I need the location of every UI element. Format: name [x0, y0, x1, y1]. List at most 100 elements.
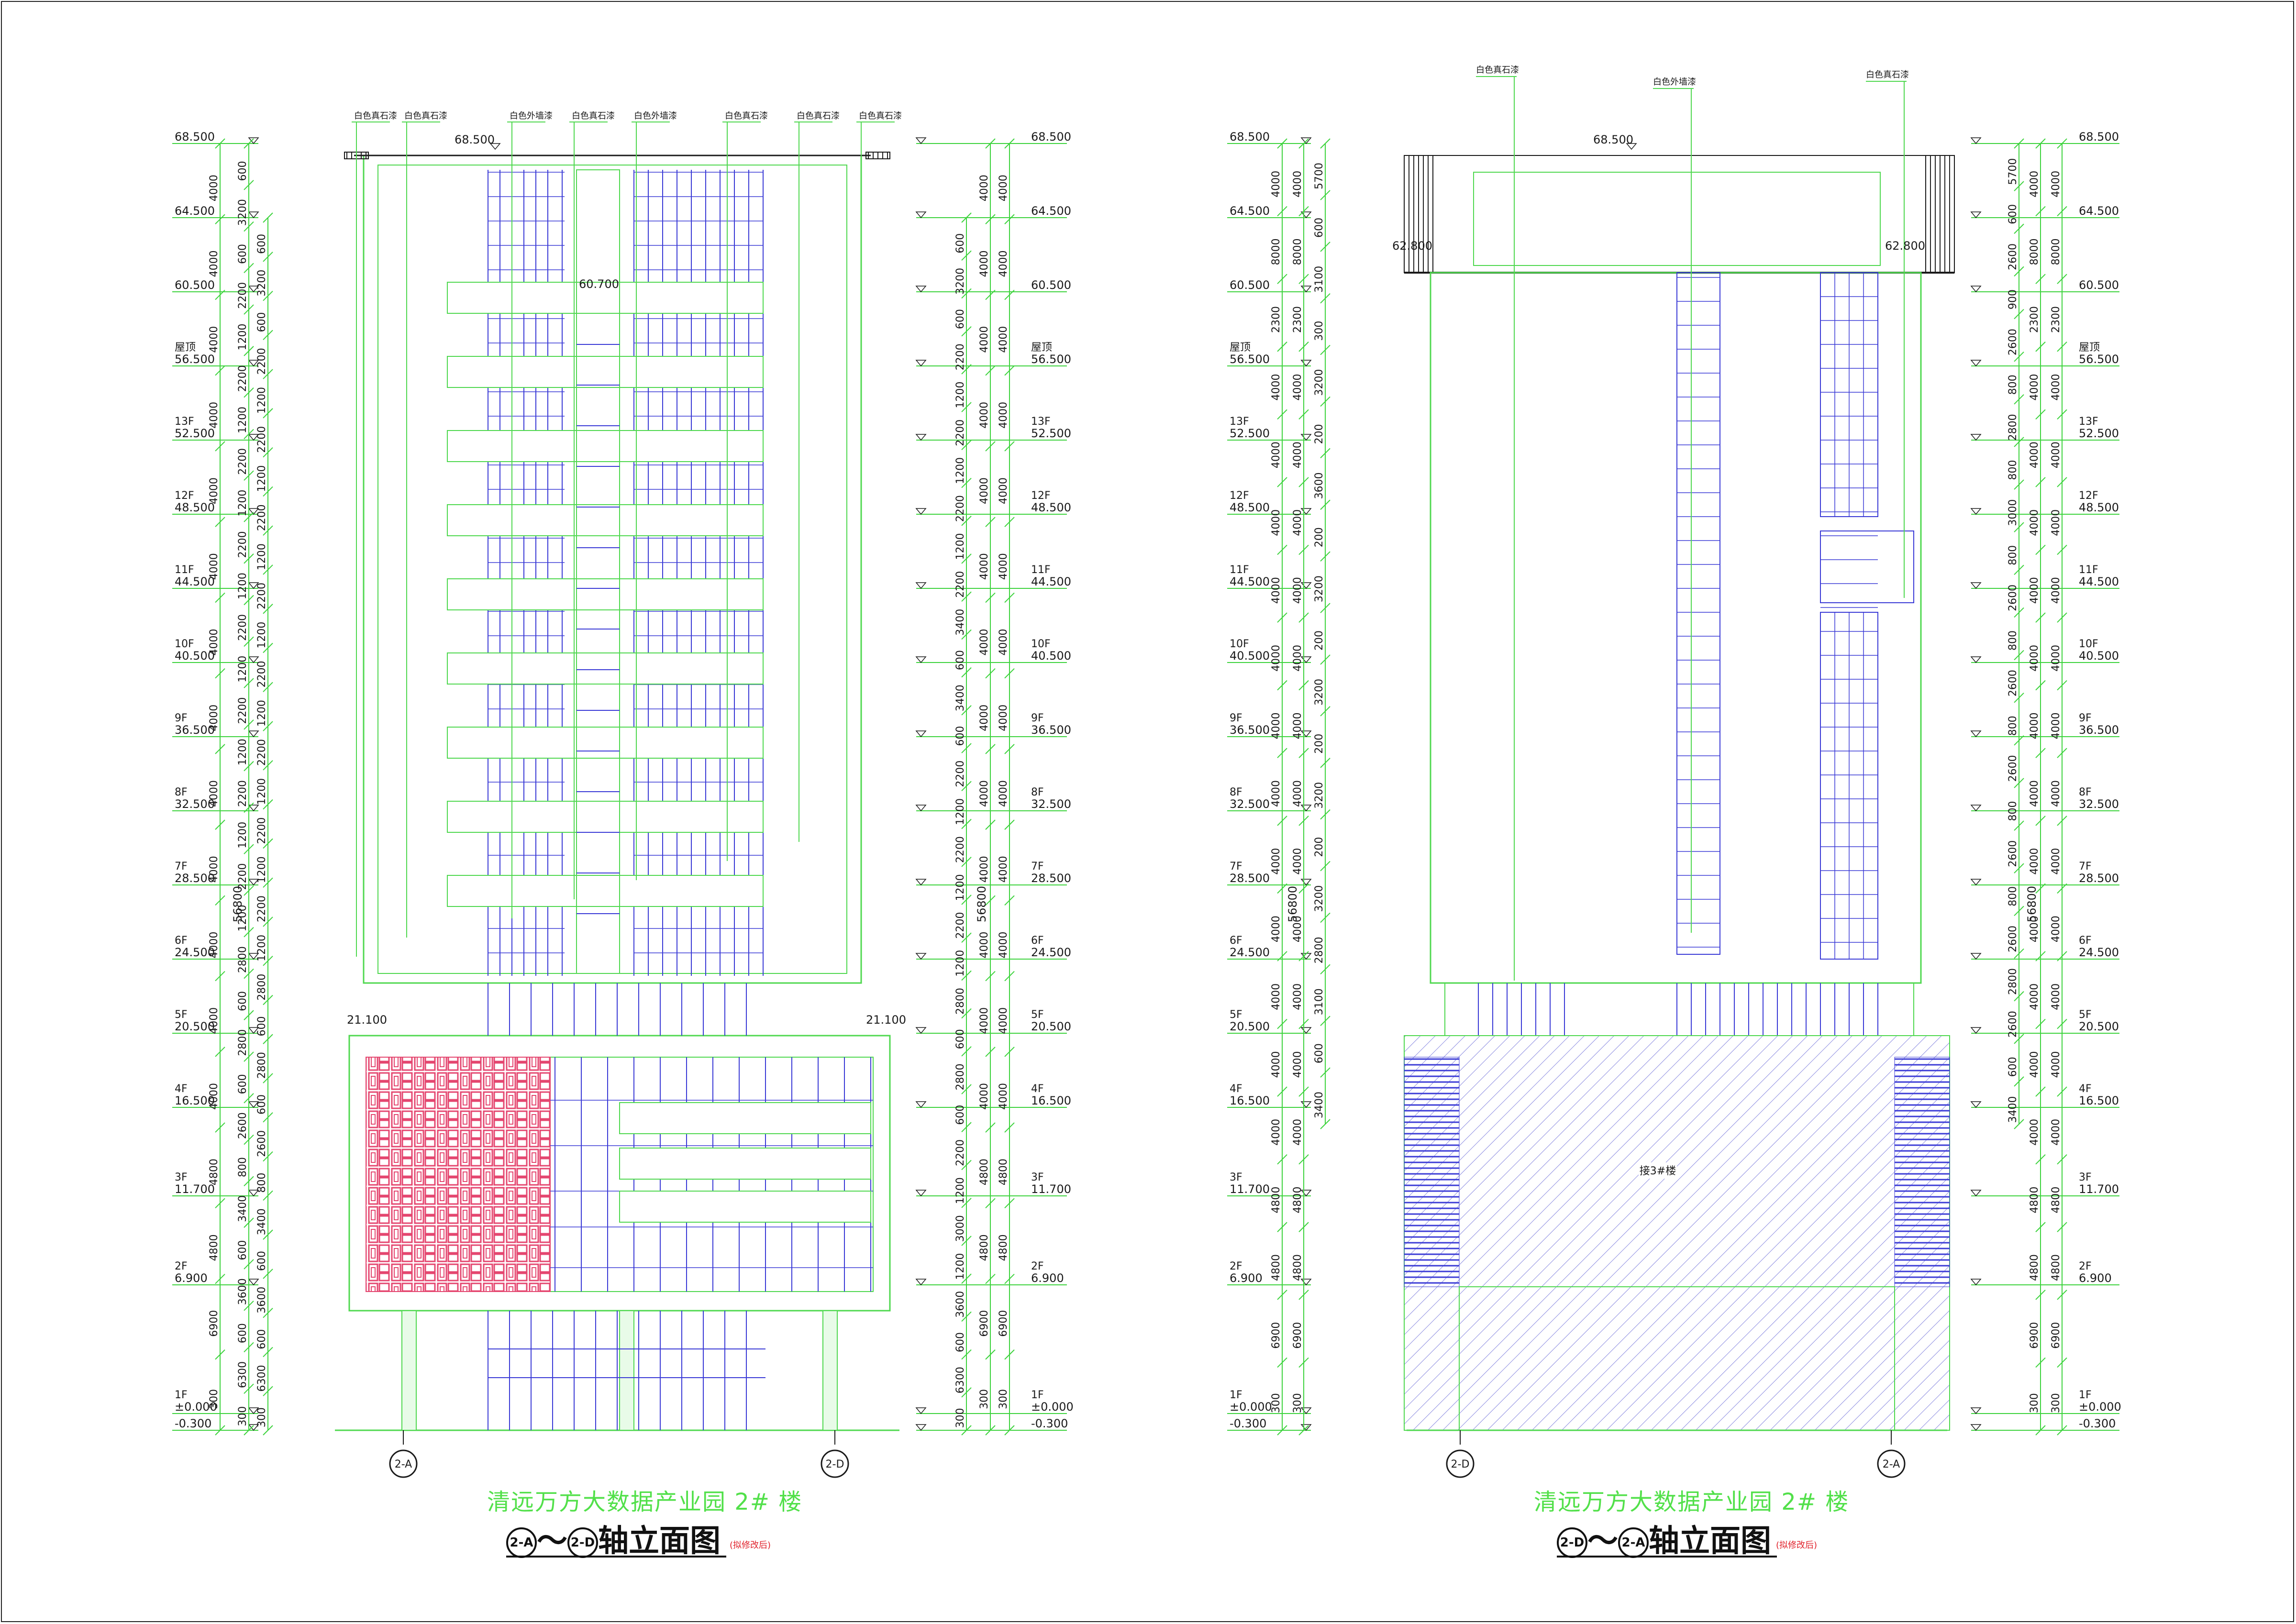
floor-name: 5F	[1031, 1009, 1044, 1021]
dimension-value: 800	[2007, 375, 2019, 395]
floor-name: 10F	[2079, 638, 2098, 650]
axis-label: 2-D	[826, 1458, 844, 1470]
dimension-value: 1200	[954, 798, 966, 825]
dimension-tick	[1320, 1016, 1331, 1026]
material-callout: 白色真石漆	[856, 111, 902, 823]
elevation-value: 20.500	[1230, 1020, 1270, 1033]
dimension-tick	[1320, 344, 1331, 355]
material-callout: 白色真石漆	[402, 111, 447, 938]
level-tag: 60.500	[915, 278, 1071, 293]
elevation-mark: 68.500	[455, 133, 495, 146]
dimension-tick	[215, 1122, 225, 1133]
dim-column-mid-left: 600 3200 600 2200 1200 2200 1200 2200 1200 2200 12…	[237, 138, 254, 1436]
elevation-value: 68.500	[2079, 130, 2119, 144]
dimension-tick	[1298, 680, 1309, 691]
dimension-tick	[244, 761, 254, 772]
elevation-mark: 62.800	[1392, 239, 1432, 253]
callout-text: 白色外墙漆	[634, 111, 677, 121]
dimension-tick	[1277, 206, 1287, 217]
axis-label: 2-D	[1451, 1458, 1470, 1470]
dimension-tick	[2057, 1425, 2067, 1436]
elevation-value: -0.300	[1031, 1417, 1068, 1430]
level-tag: 68.500	[1970, 130, 2119, 144]
floor-name: 11F	[1230, 564, 1249, 576]
dimension-tick	[244, 470, 254, 481]
dimension-value: 4800	[978, 1234, 990, 1261]
elevation-value: 36.500	[2079, 723, 2119, 737]
dimension-value: 800	[2007, 545, 2019, 565]
dimension-value: 4000	[998, 705, 1009, 731]
elevation-value: ±0.000	[2079, 1400, 2121, 1414]
left-note: (拟修改后)	[730, 1540, 771, 1550]
dimension-value: 4800	[1270, 1254, 1282, 1281]
material-callout: 白色真石漆	[794, 111, 840, 842]
floor-name: 屋顶	[1230, 342, 1251, 354]
elevation-value: 52.500	[2079, 427, 2119, 440]
dimension-tick	[215, 1273, 225, 1284]
floor-name: 5F	[1230, 1009, 1242, 1021]
dimension-value: 3600	[954, 1291, 966, 1318]
level-marker	[489, 143, 501, 150]
dimension-value: 3200	[1313, 575, 1325, 602]
dimension-tick	[1298, 1290, 1309, 1300]
elevation-value: 64.500	[175, 204, 215, 218]
dimension-tick	[1298, 1086, 1309, 1097]
dimension-tick	[1277, 680, 1287, 691]
dimension-value: 2600	[2007, 585, 2019, 611]
crown-inner	[1473, 172, 1881, 266]
dimension-tick	[1004, 1349, 1015, 1360]
dimension-tick	[961, 1349, 972, 1360]
dimension-tick	[961, 857, 972, 867]
dimension-value: 4000	[208, 629, 220, 656]
dimension-tick	[2035, 612, 2046, 623]
dimension-tick	[1298, 1425, 1309, 1436]
axis-label: 2-A	[395, 1458, 412, 1470]
dimension-value: 600	[954, 233, 966, 254]
dimension-tick	[263, 1386, 273, 1396]
level-tag: -0.300	[172, 1417, 259, 1431]
material-callout: 白色真石漆	[569, 111, 615, 899]
dimension-tick	[2057, 544, 2067, 555]
dimension-value: 4000	[2050, 374, 2062, 401]
dimension-value: 4000	[2050, 509, 2062, 536]
dimension-value: 1200	[237, 822, 249, 849]
elevation-value: -0.300	[175, 1417, 211, 1430]
level-marker	[915, 656, 927, 663]
dimension-tick	[244, 263, 254, 274]
dim-column-inner-right: 5700 600 2600 900 2600 800 2800 800 3000 800 2600 8…	[2007, 138, 2024, 1129]
dimension-tick	[263, 447, 273, 458]
level-marker	[1970, 434, 1982, 441]
dimension-tick	[1320, 396, 1331, 407]
dimension-value: 300	[1292, 1393, 1304, 1413]
dimension-value: 3200	[1313, 782, 1325, 809]
dimension-value: 4000	[1292, 374, 1304, 401]
dimension-tick	[263, 1269, 273, 1279]
level-marker	[248, 286, 259, 293]
dimension-value: 200	[1313, 527, 1325, 547]
elevation-value: 56.500	[1230, 353, 1270, 366]
elevation-value: 16.500	[175, 1094, 215, 1107]
dimension-tick	[961, 591, 972, 602]
floor-name: 4F	[1031, 1083, 1044, 1095]
level-marker	[1300, 360, 1312, 367]
dimension-value: 1200	[256, 935, 268, 961]
dimension-tick	[2014, 437, 2024, 447]
dimension-value: 600	[237, 161, 249, 181]
dimension-tick	[961, 553, 972, 564]
dimension-tick	[2014, 735, 2024, 746]
dimension-value: 2200	[256, 504, 268, 531]
level-marker	[1970, 211, 1982, 219]
dimension-value: 4000	[1270, 983, 1282, 1010]
dimension-value: 3200	[1313, 679, 1325, 706]
dimension-tick	[1004, 971, 1015, 982]
dimension-tick	[985, 1122, 996, 1133]
axis-bubble-a: 2-D	[1557, 1527, 1587, 1558]
dimension-value: 300	[998, 1389, 1009, 1409]
dimension-value: 4000	[2050, 916, 2062, 942]
